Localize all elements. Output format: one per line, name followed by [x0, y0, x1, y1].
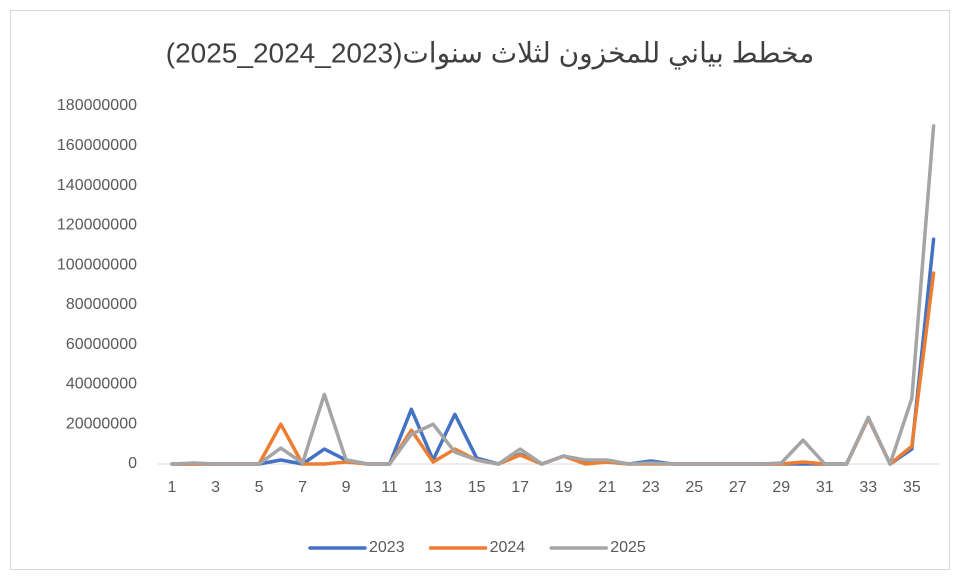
- chart-title: مخطط بياني للمخزون لثلاث سنوات(2023_2024…: [166, 37, 815, 69]
- y-tick-label: 80000000: [66, 296, 137, 313]
- chart-border: [10, 10, 950, 570]
- x-tick-label: 35: [903, 479, 921, 496]
- x-tick-label: 29: [772, 479, 790, 496]
- x-tick-label: 27: [729, 479, 747, 496]
- y-tick-label: 40000000: [66, 376, 137, 393]
- x-tick-label: 7: [298, 479, 307, 496]
- x-tick-label: 3: [211, 479, 220, 496]
- y-tick-label: 100000000: [57, 256, 137, 273]
- y-tick-label: 120000000: [57, 217, 137, 234]
- x-tick-label: 5: [255, 479, 264, 496]
- y-tick-label: 140000000: [57, 177, 137, 194]
- x-tick-label: 25: [685, 479, 703, 496]
- x-tick-label: 13: [424, 479, 442, 496]
- y-tick-label: 160000000: [57, 137, 137, 154]
- x-tick-label: 21: [598, 479, 616, 496]
- legend-label: 2023: [369, 539, 405, 556]
- series-line: [170, 124, 936, 466]
- x-tick-label: 19: [555, 479, 573, 496]
- x-tick-label: 15: [468, 479, 486, 496]
- x-tick-label: 31: [816, 479, 834, 496]
- x-tick-label: 23: [642, 479, 660, 496]
- y-tick-label: 0: [128, 455, 137, 472]
- legend-label: 2024: [490, 539, 526, 556]
- y-tick-label: 60000000: [66, 336, 137, 353]
- y-tick-label: 180000000: [57, 97, 137, 114]
- x-tick-label: 9: [342, 479, 351, 496]
- x-tick-label: 33: [859, 479, 877, 496]
- x-tick-label: 11: [381, 479, 398, 496]
- legend-label: 2025: [610, 539, 646, 556]
- y-tick-label: 20000000: [66, 415, 137, 432]
- x-tick-label: 1: [168, 479, 177, 496]
- x-tick-label: 17: [511, 479, 529, 496]
